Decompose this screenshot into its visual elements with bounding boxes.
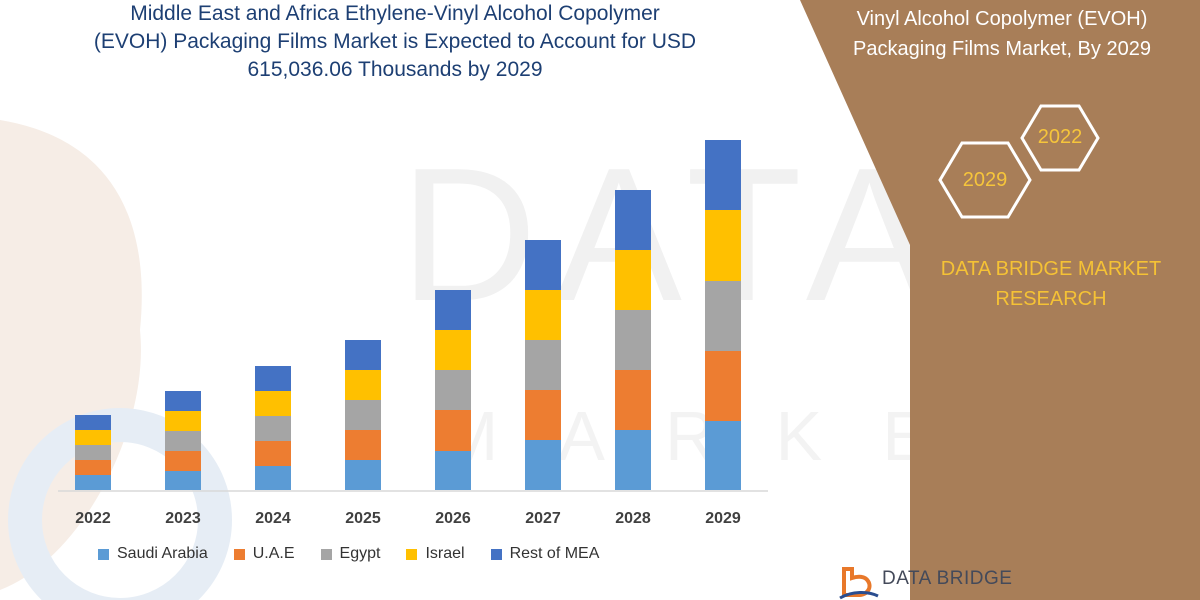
bar-segment-2025-u-a-e <box>345 430 381 460</box>
bar-segment-2024-saudi-arabia <box>255 466 291 490</box>
bar-segment-2027-egypt <box>525 340 561 390</box>
bar-segment-2026-israel <box>435 330 471 370</box>
hexagon-2029-shape <box>938 141 1032 219</box>
legend-item-u-a-e: U.A.E <box>233 545 295 563</box>
bar-segment-2022-egypt <box>75 445 111 460</box>
bar-segment-2028-rest-of-mea <box>615 190 651 250</box>
legend-item-saudi-arabia: Saudi Arabia <box>98 545 208 563</box>
bar-segment-2026-saudi-arabia <box>435 451 471 490</box>
brand-line-2: RESEARCH <box>995 288 1107 310</box>
bar-segment-2025-egypt <box>345 400 381 430</box>
bar-segment-2023-israel <box>165 411 201 431</box>
x-tick-label-2027: 2027 <box>525 510 561 527</box>
legend-label: Saudi Arabia <box>117 545 208 562</box>
hexagon-2022-shape <box>1020 104 1100 172</box>
bar-segment-2025-rest-of-mea <box>345 340 381 370</box>
legend-swatch <box>320 548 332 560</box>
bar-segment-2028-u-a-e <box>615 370 651 430</box>
logo-text: DATA BRIDGE <box>882 568 1013 589</box>
bar-segment-2022-rest-of-mea <box>75 415 111 430</box>
legend-label: Egypt <box>339 545 381 562</box>
bar-segment-2022-u-a-e <box>75 460 111 475</box>
bar-segment-2026-egypt <box>435 370 471 410</box>
legend-label: U.A.E <box>252 545 295 562</box>
bar-segment-2024-egypt <box>255 416 291 441</box>
bar-segment-2029-u-a-e <box>705 351 741 421</box>
bar-segment-2026-u-a-e <box>435 410 471 451</box>
bar-segment-2028-egypt <box>615 310 651 370</box>
bar-segment-2023-u-a-e <box>165 451 201 471</box>
x-tick-label-2024: 2024 <box>255 510 291 527</box>
panel-title: Vinyl Alcohol Copolymer (EVOH) Packaging… <box>812 4 1192 64</box>
headline-line-1: Middle East and Africa Ethylene-Vinyl Al… <box>130 2 660 25</box>
bar-segment-2027-u-a-e <box>525 390 561 440</box>
legend-item-egypt: Egypt <box>320 545 381 563</box>
data-bridge-logo-icon <box>839 567 879 600</box>
bar-segment-2029-rest-of-mea <box>705 140 741 210</box>
legend-swatch <box>406 548 418 560</box>
stacked-bar-chart: 2022 2023 2024 2025 2026 2027 2028 2029 <box>58 140 768 527</box>
bar-segment-2025-saudi-arabia <box>345 460 381 490</box>
bar-segment-2025-israel <box>345 370 381 400</box>
bar-segment-2027-israel <box>525 290 561 340</box>
bar-segment-2027-saudi-arabia <box>525 440 561 490</box>
bar-segment-2029-egypt <box>705 281 741 351</box>
bar-segment-2027-rest-of-mea <box>525 240 561 290</box>
x-tick-label-2023: 2023 <box>165 510 201 527</box>
bar-segment-2028-saudi-arabia <box>615 430 651 490</box>
bar-segment-2024-israel <box>255 391 291 416</box>
legend-swatch <box>490 548 502 560</box>
legend-item-israel: Israel <box>406 545 465 563</box>
bar-segment-2023-saudi-arabia <box>165 471 201 490</box>
headline-line-3: 615,036.06 Thousands by 2029 <box>247 58 543 81</box>
x-tick-label-2029: 2029 <box>705 510 741 527</box>
chart-legend: Saudi Arabia U.A.E Egypt Israel Rest of MEA <box>98 545 625 563</box>
legend-swatch <box>233 548 245 560</box>
brand-block: DATA BRIDGE MARKET RESEARCH <box>906 254 1196 314</box>
hex-year-2029-label: 2029 <box>962 169 1008 191</box>
chart-headline: Middle East and Africa Ethylene-Vinyl Al… <box>60 0 730 84</box>
x-tick-label-2026: 2026 <box>435 510 471 527</box>
headline-line-2: (EVOH) Packaging Films Market is Expecte… <box>93 30 697 53</box>
bar-segment-2022-israel <box>75 430 111 445</box>
bar-segment-2023-egypt <box>165 431 201 451</box>
legend-item-rest-of-mea: Rest of MEA <box>490 545 600 563</box>
panel-title-line-1: Vinyl Alcohol Copolymer (EVOH) <box>856 8 1148 30</box>
x-tick-label-2025: 2025 <box>345 510 381 527</box>
bar-segment-2023-rest-of-mea <box>165 391 201 411</box>
bar-segment-2029-saudi-arabia <box>705 421 741 490</box>
panel-title-line-2: Packaging Films Market, By 2029 <box>853 38 1151 60</box>
brand-line-1: DATA BRIDGE MARKET <box>940 258 1162 280</box>
bar-segment-2022-saudi-arabia <box>75 475 111 490</box>
x-tick-labels-group: 2022 2023 2024 2025 2026 2027 2028 2029 <box>75 510 741 527</box>
bar-segment-2029-israel <box>705 210 741 281</box>
bar-segment-2026-rest-of-mea <box>435 290 471 330</box>
x-tick-label-2022: 2022 <box>75 510 111 527</box>
legend-label: Israel <box>425 545 465 562</box>
bar-segment-2028-israel <box>615 250 651 310</box>
legend-label: Rest of MEA <box>509 545 600 562</box>
bars-group <box>75 140 741 490</box>
bar-segment-2024-rest-of-mea <box>255 366 291 391</box>
hex-year-2022-label: 2022 <box>1037 126 1083 148</box>
x-tick-label-2028: 2028 <box>615 510 651 527</box>
legend-swatch <box>98 548 109 560</box>
bar-segment-2024-u-a-e <box>255 441 291 466</box>
